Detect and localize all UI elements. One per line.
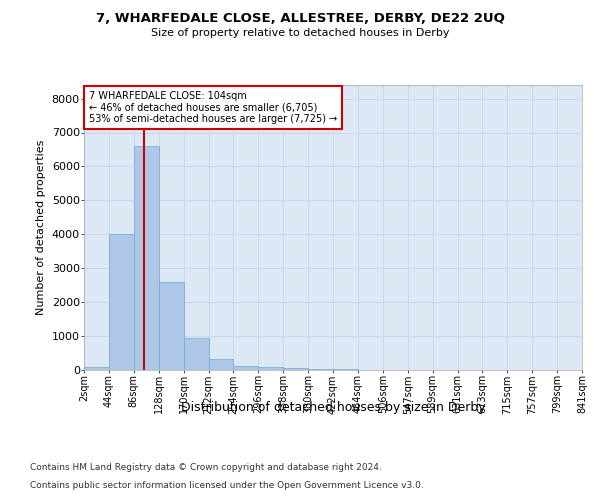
Text: 7 WHARFEDALE CLOSE: 104sqm
← 46% of detached houses are smaller (6,705)
53% of s: 7 WHARFEDALE CLOSE: 104sqm ← 46% of deta…: [89, 90, 337, 124]
Bar: [308, 369, 333, 370]
Bar: [184, 338, 209, 370]
Bar: [209, 359, 233, 370]
Bar: [109, 234, 134, 370]
Bar: [259, 368, 283, 370]
Bar: [283, 368, 308, 370]
Bar: [84, 368, 109, 370]
Text: Distribution of detached houses by size in Derby: Distribution of detached houses by size …: [181, 401, 485, 414]
Text: Size of property relative to detached houses in Derby: Size of property relative to detached ho…: [151, 28, 449, 38]
Y-axis label: Number of detached properties: Number of detached properties: [36, 140, 46, 315]
Bar: [134, 146, 159, 370]
Text: Contains HM Land Registry data © Crown copyright and database right 2024.: Contains HM Land Registry data © Crown c…: [30, 464, 382, 472]
Bar: [159, 282, 184, 370]
Text: 7, WHARFEDALE CLOSE, ALLESTREE, DERBY, DE22 2UQ: 7, WHARFEDALE CLOSE, ALLESTREE, DERBY, D…: [95, 12, 505, 26]
Bar: [233, 366, 259, 370]
Text: Contains public sector information licensed under the Open Government Licence v3: Contains public sector information licen…: [30, 481, 424, 490]
